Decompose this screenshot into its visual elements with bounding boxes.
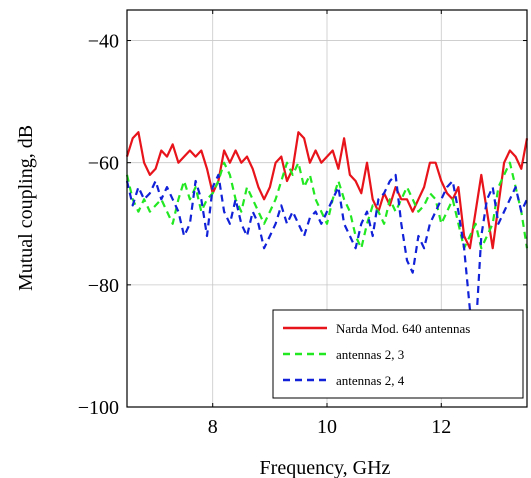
legend-label-3: antennas 2, 4: [336, 373, 405, 388]
legend: Narda Mod. 640 antennas antennas 2, 3 ante…: [272, 309, 524, 399]
legend-box: [272, 309, 524, 399]
x-axis-label: Frequency, GHz: [260, 457, 391, 478]
y-tick-label: −100: [78, 397, 119, 419]
legend-label-1: Narda Mod. 640 antennas: [336, 321, 470, 336]
y-tick-label: −40: [88, 31, 119, 53]
x-tick-label: 8: [208, 416, 218, 438]
x-tick-label: 10: [317, 416, 337, 438]
series-lines: [125, 131, 529, 335]
y-axis-label: Mutual coupling, dB: [15, 125, 37, 291]
ticks: 8 10 12 −40 −60 −80 −100: [78, 10, 527, 438]
y-tick-label: −80: [88, 275, 119, 297]
x-tick-label: 12: [431, 416, 451, 438]
series-line-1: [125, 131, 529, 250]
legend-label-2: antennas 2, 3: [336, 347, 404, 362]
series-line-3: [125, 173, 528, 335]
y-tick-label: −60: [88, 153, 119, 175]
